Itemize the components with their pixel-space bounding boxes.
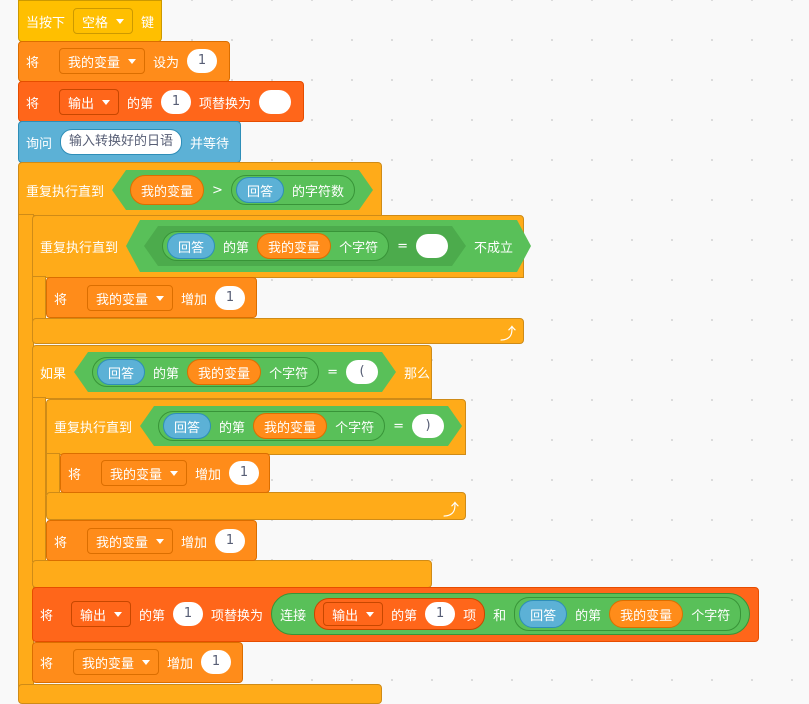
letter-of-label: 的第 — [219, 420, 246, 436]
letter-of-label: 的第 — [223, 240, 250, 256]
ask-label: 询问 — [26, 136, 53, 152]
if-label: 如果 — [40, 366, 67, 382]
by-label: 增加 — [181, 535, 208, 551]
and-label: 和 — [493, 608, 507, 624]
character-label: 个字符 — [691, 608, 731, 624]
greater-than-operator[interactable]: 我的变量 > 回答 的字符数 — [112, 170, 373, 210]
change-label: 将 — [68, 467, 82, 483]
letter-of-label: 的第 — [575, 608, 602, 624]
letter-of-operator[interactable]: 回答 的第 我的变量 个字符 — [158, 411, 385, 441]
length-of-operator[interactable]: 回答 的字符数 — [231, 175, 355, 205]
change-value-input[interactable]: 1 — [229, 461, 260, 485]
inner-repeat-arm — [32, 276, 46, 321]
index-input[interactable]: 1 — [161, 90, 192, 114]
my-variable-reporter[interactable]: 我的变量 — [257, 233, 331, 259]
replace-with-label: 项替换为 — [199, 96, 252, 112]
variable-dropdown[interactable]: 我的变量 — [101, 460, 188, 486]
variable-dropdown[interactable]: 我的变量 — [87, 528, 174, 554]
equals-value-input[interactable]: ) — [412, 414, 444, 438]
key-suffix-label: 键 — [141, 15, 155, 31]
replace-value-input[interactable] — [259, 90, 292, 114]
answer-reporter[interactable]: 回答 — [236, 177, 284, 203]
not-operator[interactable]: 回答 的第 我的变量 个字符 = 不成立 — [126, 220, 531, 272]
letter-of-operator[interactable]: 回答 的第 我的变量 个字符 — [514, 597, 742, 631]
not-label: 不成立 — [473, 240, 513, 256]
equals-operator[interactable]: 回答 的第 我的变量 个字符 = — [144, 226, 466, 266]
if-arm — [32, 397, 46, 562]
set-label: 将 — [26, 55, 40, 71]
answer-reporter[interactable]: 回答 — [163, 413, 211, 439]
variable-dropdown[interactable]: 我的变量 — [73, 649, 160, 675]
key-dropdown[interactable]: 空格 — [73, 8, 134, 34]
repeat-until-label: 重复执行直到 — [54, 420, 133, 436]
then-label: 那么 — [403, 366, 430, 382]
nested-repeat-arm — [46, 453, 60, 495]
change-value-input[interactable]: 1 — [215, 529, 246, 553]
variable-dropdown[interactable]: 我的变量 — [87, 285, 174, 311]
equals-value-input[interactable]: ( — [346, 360, 378, 384]
repeat-until-bottom — [18, 684, 382, 704]
letter-of-operator[interactable]: 回答 的第 我的变量 个字符 — [92, 357, 319, 387]
replace-label: 将 — [26, 96, 40, 112]
change-label: 将 — [54, 292, 68, 308]
my-variable-reporter[interactable]: 我的变量 — [253, 413, 327, 439]
and-wait-label: 并等待 — [190, 136, 230, 152]
answer-reporter[interactable]: 回答 — [97, 359, 145, 385]
if-bottom — [32, 560, 432, 588]
my-variable-reporter[interactable]: 我的变量 — [187, 359, 261, 385]
list-dropdown[interactable]: 输出 — [323, 602, 384, 626]
my-variable-reporter[interactable]: 我的变量 — [609, 600, 684, 628]
replace-with-label: 项替换为 — [211, 608, 264, 624]
set-value-input[interactable]: 1 — [187, 49, 218, 73]
answer-reporter[interactable]: 回答 — [519, 600, 568, 628]
list-dropdown[interactable]: 输出 — [71, 601, 132, 627]
repeat-until-label: 重复执行直到 — [26, 184, 105, 200]
variable-dropdown[interactable]: 我的变量 — [59, 48, 146, 74]
ask-prompt-input[interactable]: 输入转换好的日语 — [60, 129, 183, 155]
when-key-pressed-label: 当按下 — [26, 15, 66, 31]
character-label: 个字符 — [339, 240, 379, 256]
my-variable-reporter[interactable]: 我的变量 — [130, 175, 204, 205]
loop-arrow-icon: ⤴ — [443, 500, 460, 519]
letter-of-label: 的第 — [153, 366, 180, 382]
nested-repeat-bottom — [46, 492, 466, 520]
replace-label: 将 — [40, 608, 54, 624]
change-label: 将 — [54, 535, 68, 551]
equals-value-input[interactable] — [416, 234, 448, 258]
equals-sign: = — [327, 364, 338, 380]
length-of-label: 的字符数 — [291, 184, 344, 200]
set-to-label: 设为 — [153, 55, 180, 71]
join-label: 连接 — [280, 608, 307, 624]
by-label: 增加 — [167, 656, 194, 672]
repeat-until-label: 重复执行直到 — [40, 240, 119, 256]
index-input[interactable]: 1 — [425, 602, 456, 626]
index-input[interactable]: 1 — [173, 602, 204, 626]
item-of-label: 的第 — [391, 608, 418, 624]
character-label: 个字符 — [335, 420, 375, 436]
item-of-list-reporter[interactable]: 输出 的第 1 项 — [314, 598, 486, 630]
inner-repeat-bottom — [32, 318, 524, 344]
by-label: 增加 — [195, 467, 222, 483]
letter-of-operator[interactable]: 回答 的第 我的变量 个字符 — [162, 231, 389, 261]
loop-arrow-icon: ⤴ — [500, 324, 517, 343]
item-label: 项 — [463, 608, 477, 624]
answer-reporter[interactable]: 回答 — [167, 233, 215, 259]
equals-sign: = — [397, 238, 408, 254]
list-dropdown[interactable]: 输出 — [59, 89, 120, 115]
equals-operator[interactable]: 回答 的第 我的变量 个字符 = ) — [140, 406, 462, 446]
join-operator[interactable]: 连接 输出 的第 1 项 和 回答 的第 我的变量 个字符 — [271, 593, 751, 635]
equals-sign: = — [393, 418, 404, 434]
by-label: 增加 — [181, 292, 208, 308]
change-label: 将 — [40, 656, 54, 672]
change-value-input[interactable]: 1 — [201, 650, 232, 674]
change-value-input[interactable]: 1 — [215, 286, 246, 310]
item-of-label: 的第 — [139, 608, 166, 624]
item-of-label: 的第 — [127, 96, 154, 112]
character-label: 个字符 — [269, 366, 309, 382]
equals-operator[interactable]: 回答 的第 我的变量 个字符 = ( — [74, 352, 396, 392]
greater-than-sign: > — [212, 182, 223, 198]
